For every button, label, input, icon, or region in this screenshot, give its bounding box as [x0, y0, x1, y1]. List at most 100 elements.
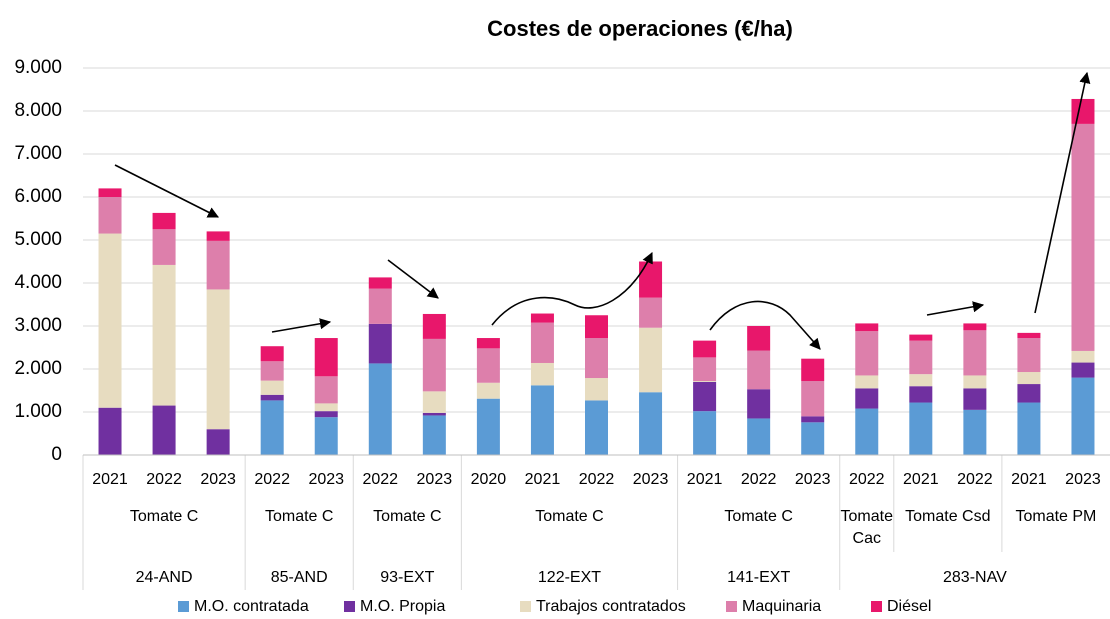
arrow — [271, 318, 332, 333]
bar-segment — [963, 388, 987, 410]
bar-segment — [152, 264, 176, 406]
arrow — [1034, 71, 1091, 314]
bar-segment — [585, 338, 608, 379]
crop-label-box: Tomate Cac — [840, 508, 893, 547]
bar-segment — [530, 313, 554, 323]
bar-segment — [963, 323, 987, 331]
bar-segment — [530, 385, 554, 455]
y-tick-label: 9.000 — [14, 57, 62, 78]
bar-segment — [152, 212, 176, 230]
x-tick-label: 2021 — [525, 471, 561, 488]
bar-segment — [963, 409, 987, 455]
crop-label-box: Tomate C — [265, 508, 333, 525]
arrow — [926, 301, 985, 316]
x-tick-label: 2021 — [92, 471, 128, 488]
bar-segment — [747, 418, 771, 455]
bar-segment — [747, 350, 771, 390]
bar-segment — [1071, 362, 1095, 378]
legend-swatch — [726, 601, 737, 612]
bar-segment — [98, 407, 122, 455]
y-tick-label: 4.000 — [14, 272, 62, 293]
bar-segment — [476, 348, 500, 383]
bar-segment — [152, 405, 176, 455]
y-tick-label: 7.000 — [14, 143, 62, 164]
bar-segment — [801, 381, 825, 417]
bar-segment — [855, 388, 879, 409]
bar-segment — [98, 188, 122, 197]
crop-label-box: Tomate PM — [1015, 508, 1096, 525]
bar-segment — [747, 326, 771, 351]
bar-segment — [693, 340, 717, 358]
bar-segment — [368, 323, 392, 364]
legend-label: Maquinaria — [742, 598, 821, 615]
bar-segment — [260, 394, 284, 401]
x-tick-label: 2020 — [471, 471, 507, 488]
bar-segment — [801, 416, 825, 423]
x-tick-label: 2023 — [417, 471, 453, 488]
bar-segment — [1017, 332, 1041, 339]
bar-segment — [585, 400, 608, 455]
legend-label: M.O. Propia — [360, 598, 445, 615]
group-label: 122-EXT — [538, 569, 601, 586]
chart-title: Costes de operaciones (€/ha) — [487, 16, 793, 41]
bar-segment — [206, 289, 230, 430]
bar-segment — [530, 362, 554, 386]
bar-segment — [98, 197, 122, 234]
crop-label-box: Tomate C — [129, 508, 199, 525]
bar-segment — [639, 297, 663, 328]
bar-segment — [747, 389, 771, 419]
bar-segment — [368, 277, 392, 289]
bar-segment — [1071, 123, 1095, 351]
bar-segment — [530, 322, 554, 363]
crop-label-box: Tomate Csd — [905, 508, 991, 525]
bar-segment — [801, 358, 825, 382]
bar-segment — [368, 288, 392, 324]
legend-swatch — [178, 601, 189, 612]
bar-segment — [422, 412, 446, 416]
bar-segment — [476, 338, 500, 349]
trend-arrows — [114, 71, 1091, 350]
x-tick-label: 2022 — [957, 471, 993, 488]
bar-segment — [909, 402, 933, 455]
bar-segment — [476, 398, 500, 455]
bar-segment — [422, 391, 446, 413]
bar-segment — [855, 331, 879, 376]
x-tick-label: 2022 — [362, 471, 398, 488]
bar-segment — [1017, 338, 1041, 373]
bar-segment — [909, 386, 933, 403]
y-tick-label: 3.000 — [14, 315, 62, 336]
y-tick-label: 0 — [51, 444, 62, 465]
bar-segment — [422, 313, 446, 339]
bar-segment — [1017, 372, 1041, 385]
bar-segment — [909, 334, 933, 341]
bar-segment — [260, 346, 284, 362]
bar-segment — [314, 417, 338, 455]
bar-segment — [98, 233, 122, 408]
bar-segment — [476, 382, 500, 399]
bar-segment — [693, 381, 717, 412]
bar-segment — [314, 338, 338, 377]
bar-segment — [314, 403, 338, 412]
bar-segment — [206, 231, 230, 241]
group-label: 141-EXT — [727, 569, 790, 586]
legend-swatch — [520, 601, 531, 612]
crop-label: Tomate C — [129, 508, 199, 525]
x-tick-label: 2022 — [741, 471, 777, 488]
x-tick-label: 2021 — [1011, 471, 1047, 488]
arrow — [491, 251, 653, 326]
bar-segment — [855, 408, 879, 455]
crop-label: Tomate C — [724, 508, 793, 525]
bar-segment — [1071, 98, 1095, 124]
arrow — [114, 164, 219, 218]
bar-segment — [1017, 384, 1041, 403]
legend-swatch — [871, 601, 882, 612]
x-tick-label: 2022 — [254, 471, 290, 488]
bar-segment — [422, 338, 446, 392]
x-tick-label: 2023 — [200, 471, 236, 488]
bar-segment — [693, 357, 717, 382]
arrow — [709, 300, 821, 350]
crop-label: Tomate Csd — [905, 508, 991, 525]
bar-segment — [855, 375, 879, 389]
group-label: 24-AND — [136, 569, 193, 586]
crop-label: Tomate Cac — [840, 508, 893, 547]
